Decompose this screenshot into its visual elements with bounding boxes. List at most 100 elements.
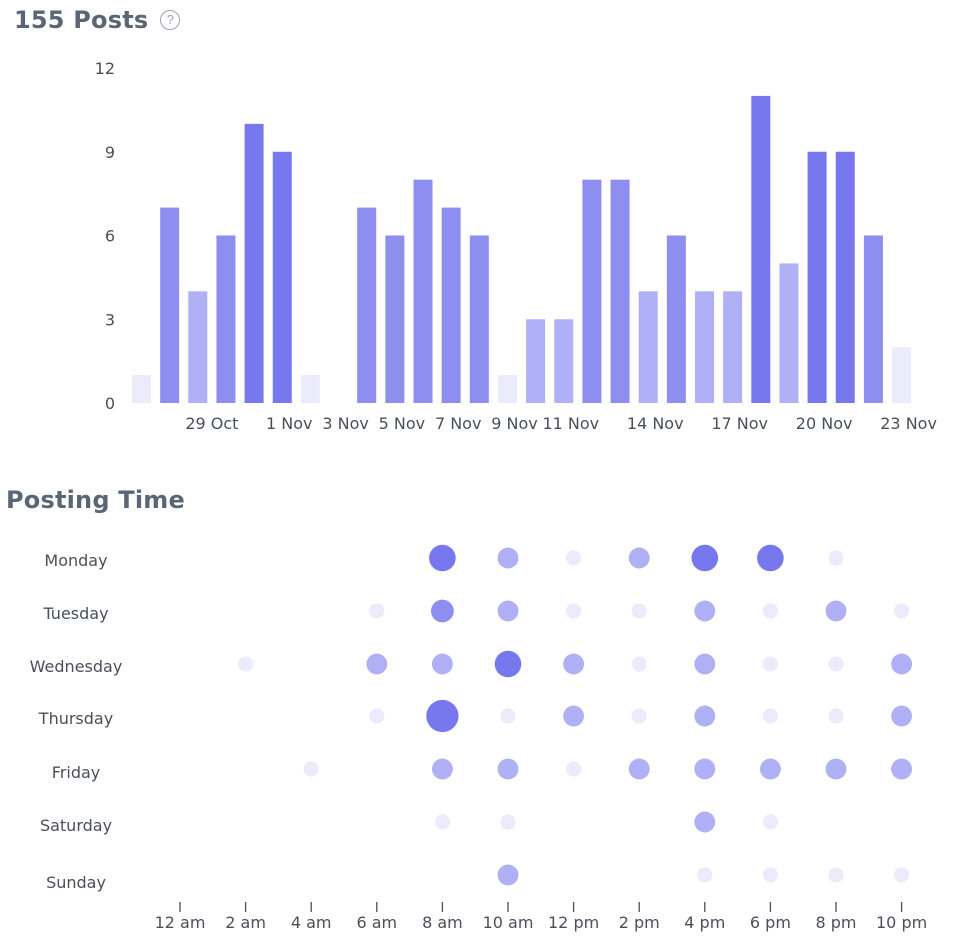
bubble-thursday-4pm (694, 705, 716, 727)
bar-22-nov (863, 235, 883, 403)
hour-label: 4 pm (684, 913, 725, 932)
bar-27-oct (132, 375, 151, 403)
x-tick-label: 20 Nov (796, 414, 853, 433)
bubble-wednesday-2am (238, 656, 254, 672)
x-tick-label: 7 Nov (435, 414, 482, 433)
bubble-friday-8pm (825, 758, 847, 780)
day-label-wednesday: Wednesday (30, 657, 123, 676)
bubble-thursday-12pm (563, 705, 585, 727)
posting-time-header: Posting Time (6, 486, 185, 514)
bubble-sunday-8pm (828, 867, 844, 883)
bubble-friday-8am (431, 758, 453, 780)
y-tick-label: 12 (95, 59, 115, 78)
bubble-sunday-4pm (697, 867, 713, 883)
bubble-tuesday-8pm (825, 600, 847, 622)
bubble-wednesday-8pm (828, 656, 844, 672)
bubble-sunday-10pm (894, 867, 910, 883)
y-tick-label: 6 (105, 227, 115, 246)
bubble-wednesday-8am (431, 653, 453, 675)
bar-14-nov (638, 291, 658, 403)
y-tick-label: 0 (105, 394, 115, 413)
posts-header: 155 Posts ? (14, 6, 181, 34)
hour-label: 2 pm (619, 913, 660, 932)
bubble-wednesday-12pm (563, 653, 585, 675)
bubble-thursday-8am (426, 699, 459, 733)
hour-label: 12 am (155, 913, 206, 932)
bubble-tuesday-6am (369, 603, 385, 619)
bubble-monday-8pm (828, 550, 844, 566)
day-label-tuesday: Tuesday (42, 604, 108, 623)
x-tick-label: 14 Nov (627, 414, 684, 433)
bubble-tuesday-2pm (631, 603, 647, 619)
bar-1-nov (272, 151, 292, 403)
bubble-tuesday-4pm (694, 600, 716, 622)
x-tick-label: 29 Oct (185, 414, 238, 433)
day-label-monday: Monday (44, 551, 107, 570)
bubble-friday-6pm (759, 758, 781, 780)
bubble-thursday-8pm (828, 708, 844, 724)
bubble-saturday-6pm (762, 814, 779, 830)
bar-17-nov (723, 291, 743, 403)
bubble-monday-8am (429, 544, 456, 572)
bubble-friday-10pm (891, 758, 913, 780)
bubble-tuesday-10am (497, 600, 519, 622)
bubble-saturday-4pm (694, 811, 716, 833)
bubble-tuesday-10pm (894, 603, 910, 619)
bubble-saturday-10am (500, 814, 516, 830)
posts-title: 155 Posts (14, 6, 149, 34)
bar-15-nov (666, 235, 686, 403)
bubble-saturday-8am (434, 814, 450, 830)
hour-label: 4 am (291, 913, 332, 932)
bubble-wednesday-6am (366, 653, 388, 675)
hour-label: 10 am (483, 913, 534, 932)
bubble-wednesday-6pm (762, 656, 779, 672)
bar-7-nov (441, 207, 461, 403)
bar-11-nov (554, 319, 574, 403)
bar-31-oct (244, 123, 264, 403)
bar-4-nov (357, 207, 377, 403)
x-tick-label: 17 Nov (711, 414, 768, 433)
help-icon[interactable]: ? (160, 10, 181, 30)
bar-23-nov (892, 347, 912, 403)
bar-10-nov (526, 319, 546, 403)
bubble-tuesday-12pm (566, 603, 582, 619)
x-tick-label: 11 Nov (542, 414, 599, 433)
bubble-sunday-6pm (762, 867, 779, 883)
bubble-monday-2pm (628, 547, 650, 569)
hour-label: 8 pm (815, 913, 856, 932)
posting-time-title: Posting Time (6, 486, 185, 514)
bar-30-oct (216, 235, 236, 403)
bubble-wednesday-2pm (631, 656, 647, 672)
x-tick-label: 5 Nov (379, 414, 426, 433)
hour-label: 2 am (225, 913, 266, 932)
bar-18-nov (751, 95, 771, 404)
bubble-friday-12pm (566, 761, 582, 777)
bubble-friday-4am (303, 761, 319, 777)
bubble-thursday-2pm (631, 708, 647, 724)
x-tick-label: 9 Nov (491, 414, 538, 433)
bubble-thursday-6am (369, 708, 385, 724)
bar-8-nov (469, 235, 489, 403)
bubble-sunday-10am (497, 864, 519, 886)
bubble-monday-10am (497, 547, 519, 569)
bar-6-nov (413, 179, 433, 403)
bar-19-nov (779, 263, 799, 403)
x-tick-label: 1 Nov (266, 414, 313, 433)
bubble-thursday-10am (500, 708, 516, 724)
day-label-sunday: Sunday (46, 873, 106, 892)
bubble-friday-2pm (628, 758, 650, 780)
day-label-friday: Friday (52, 763, 101, 782)
bubble-monday-6pm (757, 544, 784, 572)
bubble-friday-10am (497, 758, 519, 780)
y-tick-label: 3 (105, 310, 115, 329)
hour-label: 8 am (422, 913, 463, 932)
bar-20-nov (807, 151, 827, 403)
day-label-thursday: Thursday (38, 709, 113, 728)
bar-29-oct (188, 291, 208, 403)
bar-12-nov (582, 179, 602, 403)
bar-16-nov (695, 291, 714, 403)
y-tick-label: 9 (105, 143, 115, 162)
bubble-friday-4pm (694, 758, 716, 780)
hour-label: 10 pm (876, 913, 927, 932)
bar-5-nov (385, 235, 405, 403)
